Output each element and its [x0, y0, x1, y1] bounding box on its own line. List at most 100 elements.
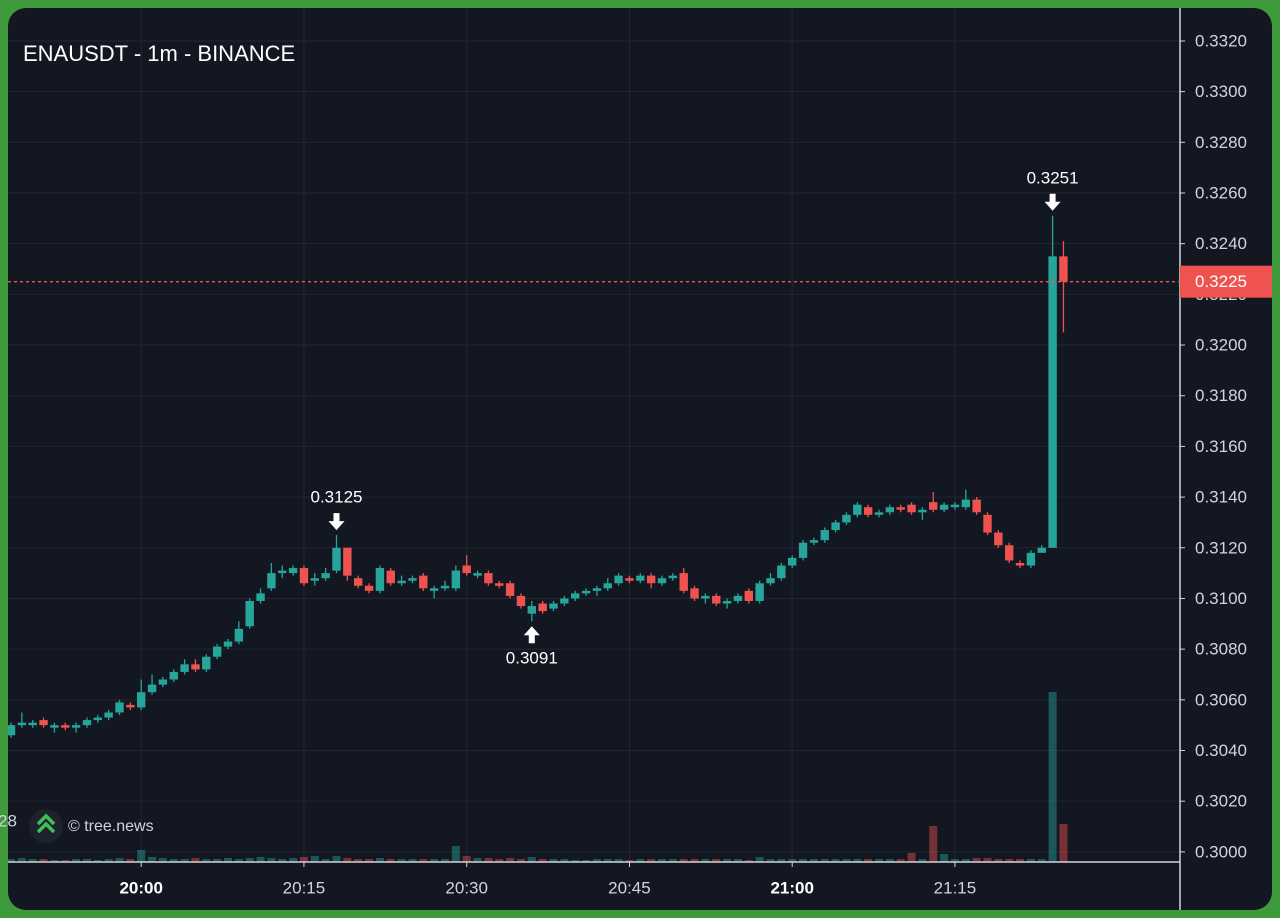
candle-body — [820, 530, 829, 541]
candle-body — [896, 507, 905, 510]
candle-body — [809, 540, 819, 543]
volume-bar — [668, 859, 677, 862]
candle-body — [907, 504, 916, 513]
volume-bar — [864, 859, 873, 862]
volume-bar — [820, 859, 829, 862]
candle-body — [104, 712, 113, 718]
candle-body — [126, 704, 135, 708]
candle-body — [429, 588, 439, 591]
candle-body — [863, 507, 873, 515]
volume-bar — [690, 859, 699, 862]
volume-bar — [788, 859, 797, 862]
y-tick-label: 0.3040 — [1195, 741, 1247, 760]
candle-body — [668, 575, 678, 579]
volume-bar — [538, 859, 547, 862]
x-tick-label: 20:15 — [283, 878, 326, 897]
volume-bar — [679, 859, 688, 862]
volume-bar — [983, 858, 992, 862]
x-tick-label: 20:45 — [608, 878, 651, 897]
volume-bar — [961, 859, 970, 862]
candle-body — [874, 512, 884, 515]
candle-body — [549, 603, 558, 609]
candle-body — [364, 585, 374, 591]
candle-body — [712, 595, 721, 604]
volume-bar — [93, 860, 102, 862]
candle-body — [560, 598, 569, 604]
volume-bar — [278, 859, 287, 862]
volume-bar — [441, 859, 449, 862]
candle-body — [788, 557, 797, 566]
candle-body — [245, 600, 254, 627]
volume-bar — [17, 858, 26, 862]
y-tick-label: 0.3060 — [1195, 690, 1247, 709]
volume-bar — [658, 859, 666, 862]
volume-bar — [224, 858, 232, 862]
candle-body — [354, 578, 363, 586]
candle-body — [440, 585, 450, 589]
volume-bar — [332, 856, 341, 862]
volume-bar — [549, 859, 558, 862]
candle-body — [202, 656, 211, 670]
candle-body — [278, 570, 287, 574]
candle-body — [614, 575, 623, 584]
candle-body — [419, 575, 428, 589]
candle-body — [451, 570, 461, 589]
candle-body — [115, 702, 124, 713]
candle-body — [321, 573, 330, 579]
candle-body — [571, 593, 580, 599]
volume-bar — [842, 859, 851, 862]
candle-body — [722, 600, 732, 604]
volume-bar — [918, 859, 927, 862]
volume-bar — [50, 860, 59, 862]
volume-bar — [104, 859, 113, 862]
candle-body — [267, 573, 276, 589]
volume-bar — [28, 859, 37, 862]
volume-bar — [929, 826, 938, 862]
volume-bar — [1048, 692, 1057, 862]
candle-body — [93, 717, 102, 721]
candle-body — [343, 547, 352, 576]
candle-body — [505, 583, 515, 596]
candle-body — [299, 568, 309, 584]
candle-body — [332, 547, 341, 571]
candle-body — [929, 502, 938, 510]
volume-bar — [896, 859, 905, 862]
candle-body — [538, 603, 547, 612]
volume-bar — [527, 857, 536, 862]
volume-bar — [191, 858, 200, 862]
candle-body — [375, 568, 385, 591]
volume-bar — [169, 859, 178, 862]
grid — [8, 8, 1180, 862]
candle-body — [17, 722, 27, 726]
candle-body — [831, 522, 840, 531]
x-tick-label: 21:00 — [770, 878, 813, 897]
annotation-arrow — [523, 626, 540, 644]
candle-body — [744, 590, 753, 601]
y-tick-label: 0.3260 — [1195, 183, 1247, 202]
volume-bar — [950, 859, 959, 862]
volume-bar — [744, 860, 753, 862]
volume-bar — [733, 859, 742, 862]
volume-bar — [451, 846, 460, 862]
candle-body — [983, 514, 992, 533]
volume-layer — [8, 692, 1068, 862]
candle-body — [288, 568, 298, 574]
chart-title: ENAUSDT - 1m - BINANCE — [23, 41, 295, 66]
volume-bar — [885, 859, 894, 862]
volume-bar — [1059, 824, 1068, 862]
candle-body — [581, 590, 591, 594]
volume-bar — [592, 859, 601, 862]
volume-bar — [430, 859, 439, 862]
volume-bar — [256, 857, 265, 862]
volume-bar — [516, 859, 525, 862]
logo — [29, 809, 63, 843]
candle-body — [169, 671, 178, 680]
volume-bar — [777, 859, 786, 862]
candle-body — [212, 646, 222, 657]
volume-bar — [234, 859, 243, 862]
y-tick-label: 0.3080 — [1195, 640, 1247, 659]
candle-body — [885, 507, 895, 513]
annotation-arrow — [1044, 193, 1061, 211]
volume-bar — [582, 860, 591, 862]
volume-bar — [1005, 859, 1014, 862]
